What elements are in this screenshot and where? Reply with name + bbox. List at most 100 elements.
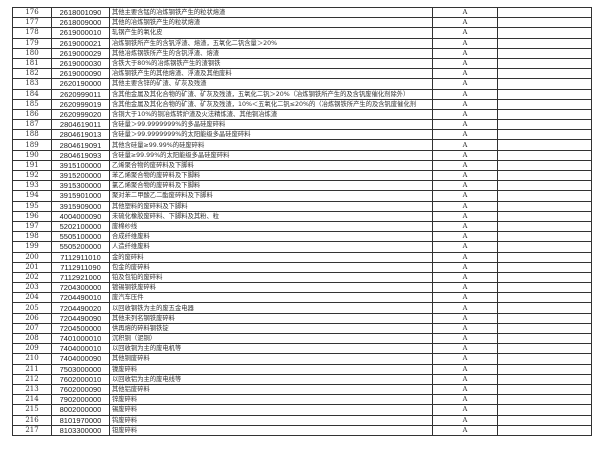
- commodity-code-cell: 3915200000: [51, 169, 110, 182]
- description-cell: 钨废碎料: [109, 414, 433, 426]
- table-row: 178 2619000010 轧钢产生的氧化皮 A: [12, 27, 592, 39]
- category-cell: A: [432, 363, 498, 375]
- row-number-cell: 188: [12, 129, 52, 141]
- row-number-cell: 195: [12, 200, 52, 212]
- remarks-cell: [497, 68, 592, 80]
- commodity-code-cell: 2619000021: [51, 37, 110, 49]
- remarks-cell: [497, 383, 592, 396]
- remarks-cell: [497, 322, 592, 335]
- description-cell: 未硫化橡胶废碎料、下脚料及其粉、粒: [109, 210, 433, 222]
- row-number-cell: 183: [12, 78, 52, 90]
- description-cell: 含铁大于80%的冶炼钢铁产生的渣钢铁: [109, 57, 433, 70]
- table-row: 183 2620190000 其他主要含锌的矿渣、矿灰及残渣 A: [12, 78, 592, 90]
- remarks-cell: [497, 78, 592, 90]
- category-cell: A: [432, 231, 498, 243]
- description-cell: 聚对苯二甲酸乙二酯废碎料及下脚料: [109, 190, 433, 202]
- remarks-cell: [497, 343, 592, 355]
- table-row: 192 3915200000 苯乙烯聚合物的废碎料及下脚料 A: [12, 169, 592, 182]
- table-row: 177 2618009000 其他的冶炼钢铁产生的粒状熔渣 A: [12, 17, 592, 29]
- row-number-cell: 185: [12, 98, 52, 110]
- table-row: 194 3915901000 聚对苯二甲酸乙二酯废碎料及下脚料 A: [12, 190, 592, 202]
- category-cell: A: [432, 139, 498, 151]
- commodity-code-cell: 2620999020: [51, 108, 110, 121]
- remarks-cell: [497, 88, 592, 100]
- table-row: 214 7902000000 锌废碎料 A: [12, 394, 592, 406]
- row-number-cell: 176: [12, 6, 52, 19]
- category-cell: A: [432, 292, 498, 304]
- remarks-cell: [497, 424, 592, 436]
- commodity-code-cell: 7602000010: [51, 373, 110, 385]
- table-row: 191 3915100000 乙烯聚合物的废碎料及下脚料 A: [12, 159, 592, 172]
- row-number-cell: 186: [12, 108, 52, 121]
- row-number-cell: 209: [12, 343, 52, 355]
- row-number-cell: 194: [12, 190, 52, 202]
- table-row: 209 7404000010 以回收铜为主的废电机等 A: [12, 343, 592, 355]
- commodity-code-cell: 3915100000: [51, 159, 110, 172]
- row-number-cell: 197: [12, 220, 52, 233]
- commodity-code-cell: 7112911010: [51, 251, 110, 263]
- table-row: 201 7112911090 包金的废碎料 A: [12, 261, 592, 273]
- description-cell: 其他主要含锌的矿渣、矿灰及残渣: [109, 78, 433, 90]
- remarks-cell: [497, 241, 592, 253]
- remarks-cell: [497, 180, 592, 192]
- category-cell: A: [432, 414, 498, 426]
- description-cell: 含其他金属及其化合物的矿渣、矿灰及残渣，五氧化二钒＞20%（冶炼钢铁所产生的及含…: [109, 88, 433, 100]
- row-number-cell: 202: [12, 271, 52, 284]
- remarks-cell: [497, 57, 592, 70]
- remarks-cell: [497, 394, 592, 406]
- row-number-cell: 204: [12, 292, 52, 304]
- description-cell: 其他塑料的废碎料及下脚料: [109, 200, 433, 212]
- commodity-code-cell: 5202100000: [51, 220, 110, 233]
- category-cell: A: [432, 27, 498, 39]
- category-cell: A: [432, 119, 498, 131]
- table-row: 207 7204500000 供再熔的碎料钢铁锭 A: [12, 322, 592, 335]
- row-number-cell: 214: [12, 394, 52, 406]
- commodity-code-cell: 2620190000: [51, 78, 110, 90]
- row-number-cell: 189: [12, 139, 52, 151]
- category-cell: A: [432, 241, 498, 253]
- row-number-cell: 190: [12, 149, 52, 161]
- commodity-code-cell: 3915901000: [51, 190, 110, 202]
- row-number-cell: 178: [12, 27, 52, 39]
- remarks-cell: [497, 210, 592, 222]
- description-cell: 合成纤维废料: [109, 231, 433, 243]
- commodity-code-cell: 7401000010: [51, 332, 110, 345]
- category-cell: A: [432, 159, 498, 172]
- description-cell: 沉积铜（泥铜）: [109, 332, 433, 345]
- table-row: 208 7401000010 沉积铜（泥铜） A: [12, 332, 592, 345]
- description-cell: 铂及包铂的废碎料: [109, 271, 433, 284]
- category-cell: A: [432, 353, 498, 365]
- category-cell: A: [432, 210, 498, 222]
- remarks-cell: [497, 363, 592, 375]
- description-cell: 以回收铝为主的废电线等: [109, 373, 433, 385]
- description-cell: 钽废碎料: [109, 424, 433, 436]
- table-row: 203 7204300000 镀锡钢铁废碎料 A: [12, 282, 592, 294]
- row-number-cell: 193: [12, 180, 52, 192]
- table-row: 216 8101970000 钨废碎料 A: [12, 414, 592, 426]
- description-cell: 含硅量≥99.99%的太阳能级多晶硅废碎料: [109, 149, 433, 161]
- commodity-code-cell: 2804619093: [51, 149, 110, 161]
- table-row: 195 3915909000 其他塑料的废碎料及下脚料 A: [12, 200, 592, 212]
- table-row: 202 7112921000 铂及包铂的废碎料 A: [12, 271, 592, 284]
- table-row: 210 7404000090 其他铜废碎料 A: [12, 353, 592, 365]
- remarks-cell: [497, 312, 592, 324]
- remarks-cell: [497, 200, 592, 212]
- row-number-cell: 187: [12, 119, 52, 131]
- category-cell: A: [432, 343, 498, 355]
- description-cell: 其他铜废碎料: [109, 353, 433, 365]
- commodity-code-cell: 2620999011: [51, 88, 110, 100]
- commodity-code-cell: 2619000030: [51, 57, 110, 70]
- category-cell: A: [432, 251, 498, 263]
- description-cell: 含铜大于10%的铜冶炼转炉渣及火法精炼渣、其他铜冶炼渣: [109, 108, 433, 121]
- row-number-cell: 210: [12, 353, 52, 365]
- category-cell: A: [432, 37, 498, 49]
- table-row: 198 5505100000 合成纤维废料 A: [12, 231, 592, 243]
- table-row: 197 5202100000 废棉纱线 A: [12, 220, 592, 233]
- table-row: 205 7204490020 以回收钢铁为主的废五金电器 A: [12, 302, 592, 314]
- commodity-code-cell: 2620999019: [51, 98, 110, 110]
- commodity-code-cell: 7204500000: [51, 322, 110, 335]
- row-number-cell: 206: [12, 312, 52, 324]
- row-number-cell: 215: [12, 404, 52, 416]
- table-row: 189 2804619091 其他含硅量≥99.99%的硅废碎料 A: [12, 139, 592, 151]
- commodity-code-cell: 7204490020: [51, 302, 110, 314]
